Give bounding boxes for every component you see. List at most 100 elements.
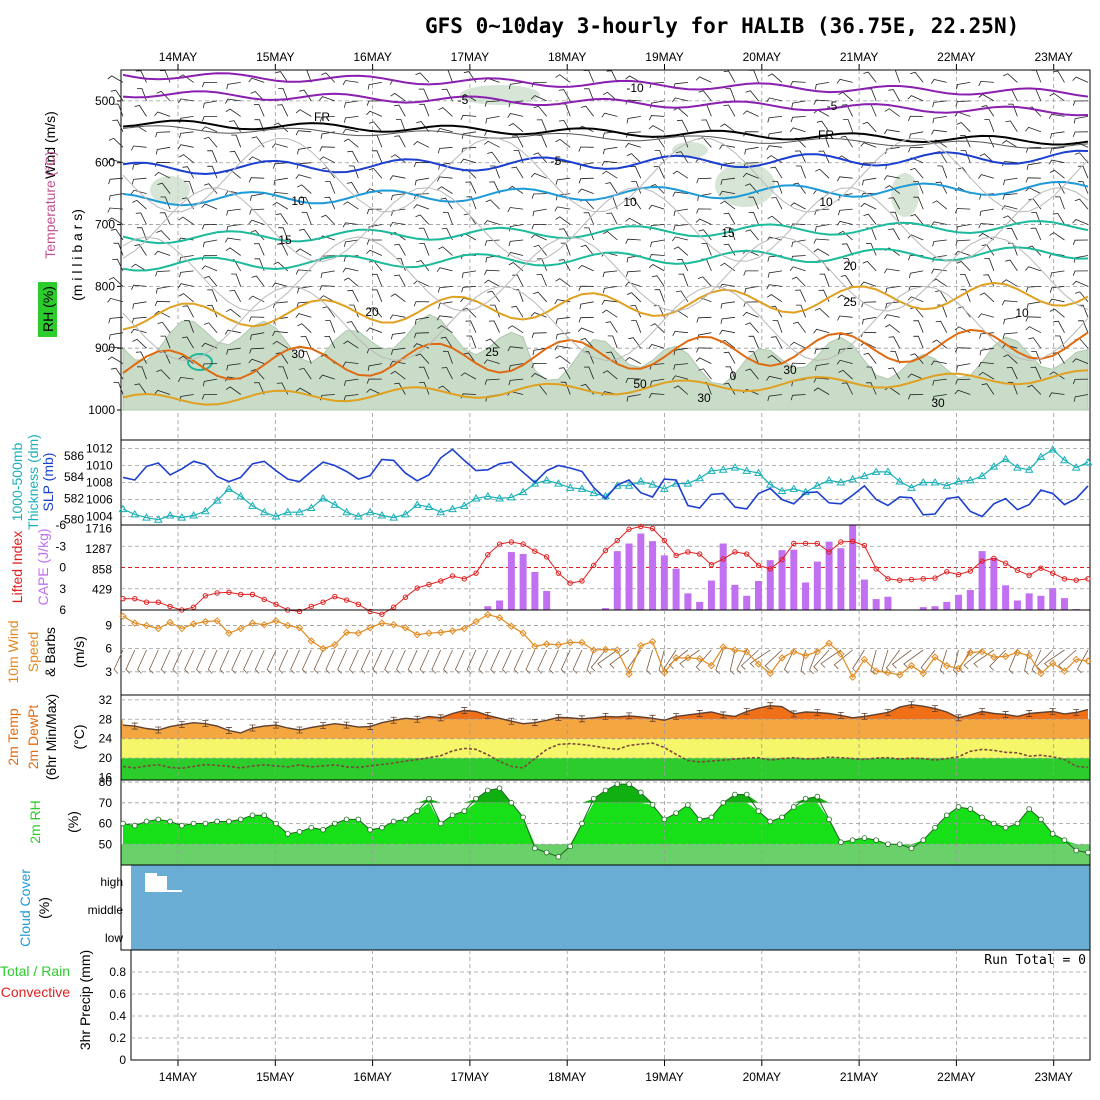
wind-barb xyxy=(837,176,853,182)
wind-barb xyxy=(860,281,877,287)
wind-barb xyxy=(578,264,594,272)
wind-barb xyxy=(913,335,924,349)
rh-point xyxy=(167,818,173,825)
wind-barb xyxy=(508,378,524,386)
rh-point xyxy=(343,816,350,823)
rh-point xyxy=(532,845,538,852)
dewpoint-series xyxy=(122,742,1089,770)
temp-tick: 24 xyxy=(99,732,113,746)
wind-barb xyxy=(1027,245,1042,256)
li-point xyxy=(673,552,679,559)
cape-bar xyxy=(707,580,715,610)
wind-barb xyxy=(653,305,665,318)
li-tick: 3 xyxy=(59,582,66,596)
wind-barb xyxy=(1003,215,1018,225)
wind10-point xyxy=(778,654,786,662)
wind-barb xyxy=(719,144,736,150)
contour-label: 10 xyxy=(1015,306,1029,320)
wind10-barb xyxy=(590,649,606,672)
wind10-barb xyxy=(749,649,771,668)
li-point xyxy=(438,578,444,584)
wind-barb xyxy=(276,243,289,256)
temp-minmax-marker xyxy=(814,709,821,716)
wind10-barb xyxy=(372,649,383,674)
wind-barb xyxy=(130,145,147,151)
wind-barb xyxy=(131,177,147,185)
thickness-point xyxy=(401,509,410,518)
thickness-point xyxy=(977,471,987,480)
thickness-point xyxy=(1024,465,1034,473)
wind-barb xyxy=(748,196,759,210)
wind-barb xyxy=(298,367,312,380)
li-point xyxy=(967,568,974,574)
wind10-point xyxy=(119,612,127,620)
wind-barb xyxy=(1030,366,1042,380)
wind-barb xyxy=(720,123,736,133)
cloud-label: Cloud Cover xyxy=(17,869,33,947)
slp-tick: 1006 xyxy=(86,493,113,507)
wind-barb xyxy=(745,229,759,241)
wind-barb xyxy=(766,375,783,381)
wind10-point xyxy=(1001,652,1010,661)
li-point xyxy=(591,562,597,569)
wind-barb xyxy=(838,369,853,380)
rh-point xyxy=(426,795,432,802)
wind-barb xyxy=(178,293,194,303)
cape-tick: 1716 xyxy=(85,522,112,536)
temperature-contour xyxy=(122,220,1089,245)
wind10-point xyxy=(319,644,327,653)
wind-barb xyxy=(954,208,971,214)
li-point xyxy=(920,576,926,582)
wind-barb xyxy=(295,248,312,256)
rh-point xyxy=(461,808,468,814)
wind-barb xyxy=(532,208,547,217)
thickness-point xyxy=(118,504,128,513)
rh-point xyxy=(732,791,738,798)
thickness-point xyxy=(436,507,446,516)
wind-barb xyxy=(907,95,924,102)
rh-blob xyxy=(891,173,919,217)
wind-barb xyxy=(837,347,853,355)
wind-barb xyxy=(648,264,665,272)
wind-barb xyxy=(487,151,500,163)
rh2m-series xyxy=(120,781,1091,860)
wind-barb xyxy=(1072,100,1089,106)
wind-barb xyxy=(346,321,359,333)
wind-barb xyxy=(954,347,971,353)
li-point xyxy=(991,555,997,561)
wind10-point xyxy=(966,648,975,657)
wind-barb xyxy=(720,316,736,324)
rh-point xyxy=(943,812,950,819)
li-point xyxy=(779,557,785,563)
wind10-point xyxy=(295,624,304,632)
temp-minmax-marker xyxy=(320,722,327,729)
rh-base-band xyxy=(121,844,1090,865)
wind-barb xyxy=(394,382,406,395)
li-point xyxy=(1038,565,1044,571)
wind-barb xyxy=(630,305,642,318)
wind-barb xyxy=(483,220,500,225)
thickness-point xyxy=(295,507,304,516)
wind-barb xyxy=(1072,239,1089,246)
wind-barb xyxy=(838,230,853,241)
wind-barb xyxy=(602,309,618,318)
date-label-bottom: 14MAY xyxy=(159,1070,197,1084)
wind-barb xyxy=(273,177,288,186)
thickness-point xyxy=(954,476,963,485)
rh-point xyxy=(979,814,985,821)
thickness-point xyxy=(542,475,552,484)
wind-barb xyxy=(393,104,406,117)
wind-barb xyxy=(813,248,830,256)
wind-barb xyxy=(512,135,524,148)
rh-point xyxy=(190,820,197,827)
wind-barb xyxy=(1050,270,1065,278)
wind-barb xyxy=(648,254,665,260)
rh2m-grid xyxy=(121,780,1090,865)
wind-barb xyxy=(909,131,924,140)
wind-barb xyxy=(602,270,618,278)
thickness-point xyxy=(1083,457,1093,466)
wind-barb xyxy=(419,243,430,256)
wind-barb xyxy=(533,244,548,256)
wind-barb xyxy=(583,227,595,241)
wind-barb xyxy=(979,347,994,356)
